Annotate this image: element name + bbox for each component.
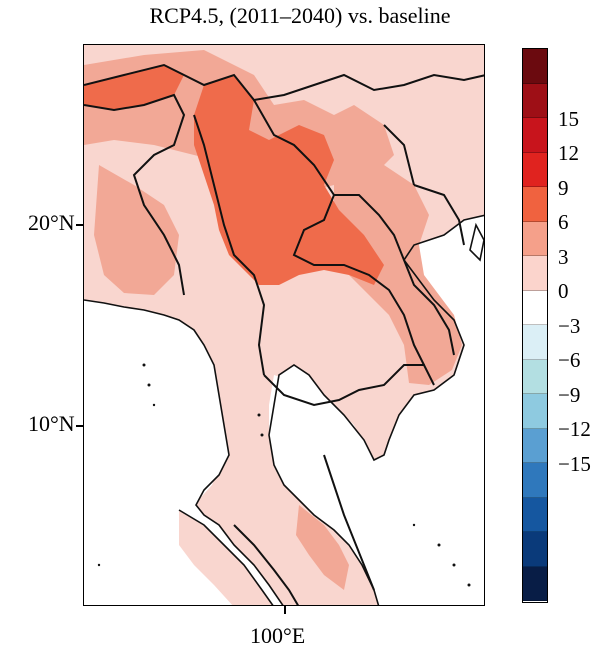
colorbar-segment (523, 359, 547, 394)
colorbar-tick-label: 6 (558, 210, 569, 234)
map-panel (83, 44, 485, 606)
colorbar-tick-label: 15 (558, 106, 579, 131)
coastlines (84, 214, 484, 605)
warming-patch-east (334, 165, 462, 385)
colorbar-segment (523, 566, 547, 601)
colorbar-segment (523, 290, 547, 325)
map-title: RCP4.5, (2011–2040) vs. baseline (149, 3, 451, 28)
small-islands (97, 363, 471, 587)
colorbar-segment (523, 428, 547, 463)
lat-tick-20n (76, 224, 83, 226)
colorbar-tick-label: −6 (558, 348, 581, 372)
colorbar-segment (523, 187, 547, 222)
colorbar-segment (523, 463, 547, 498)
colorbar-segment (523, 394, 547, 429)
colorbar-tick-label: −3 (558, 313, 581, 338)
colorbar-tick-label: −12 (558, 417, 591, 441)
warming-patch-west (94, 165, 179, 295)
warming-hotspot-northwest (84, 65, 184, 110)
colorbar-tick-label: 9 (558, 175, 569, 200)
colorbar-segment (523, 83, 547, 118)
andaman-sea (84, 305, 224, 520)
colorbar-tick-label: 12 (558, 141, 579, 165)
colorbar-segment (523, 49, 547, 84)
lat-label-10n: 10°N (28, 411, 75, 436)
colorbar-segment (523, 118, 547, 153)
colorbar-segment (523, 325, 547, 360)
colorbar-segment (523, 497, 547, 532)
colorbar-tick-label: 0 (558, 279, 569, 303)
colorbar-segment (523, 256, 547, 291)
colorbar-segment (523, 152, 547, 187)
warming-hotspot-main (194, 75, 384, 285)
island-sumatra (179, 510, 273, 605)
warming-patch-peninsula (296, 505, 349, 590)
colorbar-segment (523, 532, 547, 567)
lon-tick-100e (284, 606, 286, 614)
colorbar (522, 48, 548, 603)
south-china-sea (384, 220, 484, 605)
colorbar-tick-label: 3 (558, 244, 569, 269)
lat-label-20n: 20°N (28, 210, 75, 235)
temperature-change-map (84, 45, 484, 605)
colorbar-tick-label: −9 (558, 382, 581, 407)
lat-tick-10n (76, 425, 83, 427)
colorbar-segment (523, 221, 547, 256)
colorbar-tick-label: −15 (558, 451, 591, 476)
lon-label-100e: 100°E (250, 623, 306, 648)
